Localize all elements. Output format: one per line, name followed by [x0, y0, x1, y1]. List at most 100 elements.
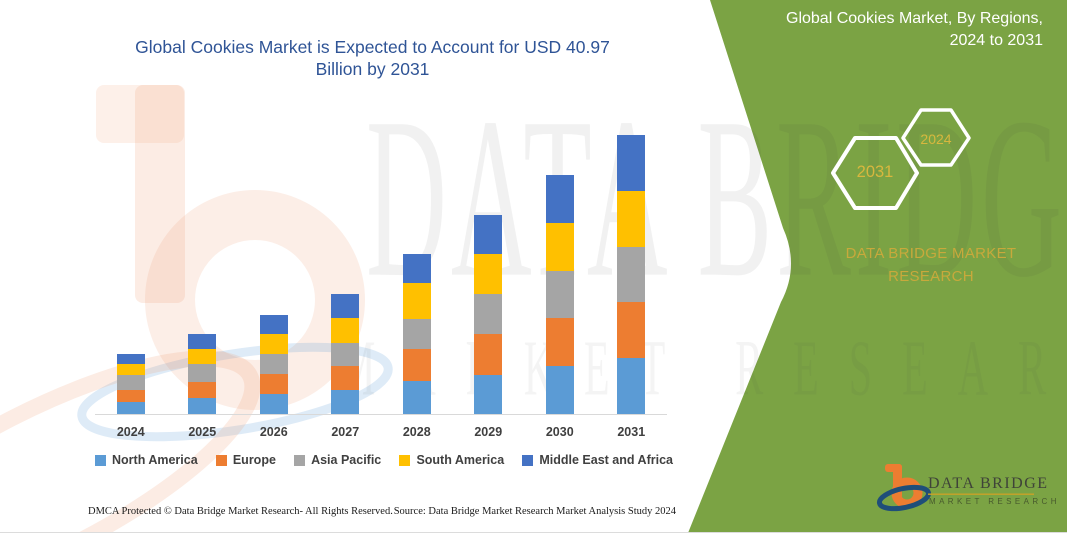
legend-label: North America — [112, 453, 198, 467]
bar-segment-north-america — [331, 390, 360, 414]
bar-segment-south-america — [188, 349, 217, 365]
bar-segment-north-america — [617, 358, 646, 414]
legend-swatch-icon — [522, 454, 534, 466]
brand-caption: DATA BRIDGE MARKET RESEARCH — [818, 242, 1044, 288]
bar-segment-middle-east-and-africa — [188, 334, 217, 350]
brand-caption-line1: DATA BRIDGE MARKET — [845, 245, 1017, 262]
bar-segment-north-america — [116, 401, 145, 414]
bar-segment-middle-east-and-africa — [259, 314, 288, 334]
legend-label: Asia Pacific — [311, 453, 382, 467]
bar-segment-europe — [188, 382, 217, 399]
legend-label: Europe — [232, 453, 276, 467]
bar-segment-middle-east-and-africa — [402, 254, 431, 284]
bar-segment-middle-east-and-africa — [331, 293, 360, 318]
bar-segment-north-america — [402, 381, 431, 414]
logo-swoosh — [876, 484, 932, 512]
bar-2026 — [259, 314, 288, 414]
bar-segment-middle-east-and-africa — [545, 174, 574, 223]
legend-swatch-icon — [95, 454, 106, 466]
x-axis-label-2028: 2028 — [402, 425, 431, 439]
bar-segment-north-america — [259, 394, 288, 414]
bar-segment-europe — [116, 389, 145, 402]
legend-item-asia-pacific: Asia Pacific — [294, 453, 381, 467]
bar-segment-asia-pacific — [259, 353, 288, 374]
bar-segment-north-america — [545, 366, 574, 414]
bar-segment-asia-pacific — [474, 293, 503, 334]
chart-title-line1: Global Cookies Market is Expected to Acc… — [135, 37, 610, 57]
footer: DMCA Protected © Data Bridge Market Rese… — [88, 506, 676, 517]
x-axis-label-2026: 2026 — [259, 425, 288, 439]
bar-segment-south-america — [545, 222, 574, 271]
company-logo: DATA BRIDGE MARKET RESEARCH — [876, 464, 1060, 512]
bar-segment-middle-east-and-africa — [474, 214, 503, 255]
bar-segment-europe — [331, 365, 360, 391]
plot-area — [95, 120, 667, 414]
x-axis-label-2024: 2024 — [116, 425, 145, 439]
bar-segment-asia-pacific — [188, 364, 217, 383]
bar-segment-south-america — [259, 333, 288, 354]
panel-heading-line2: 2024 to 2031 — [949, 32, 1043, 49]
bar-2024 — [116, 353, 145, 414]
bar-2031 — [617, 135, 646, 414]
panel-heading: Global Cookies Market, By Regions, 2024 … — [723, 8, 1043, 52]
legend-label: South America — [416, 453, 505, 467]
bar-segment-north-america — [474, 374, 503, 414]
footer-source-text: Source: Data Bridge Market Research Mark… — [393, 506, 676, 517]
bar-segment-asia-pacific — [402, 318, 431, 350]
bar-segment-north-america — [188, 398, 217, 414]
bar-segment-asia-pacific — [116, 374, 145, 390]
bar-segment-south-america — [474, 254, 503, 294]
chart-legend: North America Europe Asia Pacific South Ame… — [95, 453, 673, 467]
bar-2027 — [331, 293, 360, 414]
bar-2029 — [474, 214, 503, 414]
chart-title: Global Cookies Market is Expected to Acc… — [90, 36, 655, 80]
brand-caption-line2: RESEARCH — [888, 268, 974, 285]
logo-b-bowl — [891, 477, 923, 509]
bar-segment-middle-east-and-africa — [617, 135, 646, 191]
x-axis-label-2029: 2029 — [474, 425, 503, 439]
legend-item-middle-east-and-africa: Middle East and Africa — [522, 453, 673, 467]
legend-swatch-icon — [215, 454, 227, 466]
bar-segment-europe — [259, 373, 288, 395]
x-axis-label-2030: 2030 — [545, 425, 574, 439]
x-axis-line — [95, 414, 667, 415]
bar-segment-europe — [474, 333, 503, 375]
legend-label: Middle East and Africa — [539, 453, 673, 467]
legend-swatch-icon — [399, 454, 411, 466]
logo-gold-rule — [928, 493, 1034, 495]
bar-2025 — [188, 334, 217, 414]
panel-heading-line1: Global Cookies Market, By Regions, — [786, 10, 1043, 27]
bar-2028 — [402, 254, 431, 414]
legend-swatch-icon — [294, 454, 306, 466]
bar-segment-south-america — [402, 283, 431, 319]
hexagon-2031-outline — [831, 136, 919, 210]
logo-title-text: DATA BRIDGE — [928, 475, 1049, 492]
hexagon-2031-label: 2031 — [856, 163, 894, 181]
bar-segment-asia-pacific — [617, 246, 646, 303]
bar-segment-asia-pacific — [331, 343, 360, 366]
bar-segment-asia-pacific — [545, 270, 574, 319]
hexagon-2024-outline — [901, 108, 971, 167]
legend-item-south-america: South America — [399, 453, 504, 467]
x-axis-label-2025: 2025 — [188, 425, 217, 439]
legend-item-north-america: North America — [95, 453, 198, 467]
legend-item-europe: Europe — [215, 453, 276, 467]
chart-title-line2: Billion by 2031 — [315, 59, 430, 79]
bar-2030 — [545, 174, 574, 414]
logo-subtitle-text: MARKET RESEARCH — [929, 497, 1060, 506]
bar-segment-europe — [617, 302, 646, 359]
bar-segment-europe — [402, 349, 431, 382]
x-axis-label-2027: 2027 — [331, 425, 360, 439]
bar-segment-south-america — [116, 364, 145, 375]
bar-segment-south-america — [331, 317, 360, 344]
logo-b-hook — [885, 464, 902, 472]
bar-segment-europe — [545, 318, 574, 367]
bar-segment-middle-east-and-africa — [116, 353, 145, 365]
x-axis-labels: 2024 2025 2026 2027 2028 2029 2030 2031 — [95, 425, 667, 439]
x-axis-label-2031: 2031 — [617, 425, 646, 439]
footer-dmca-text: DMCA Protected © Data Bridge Market Rese… — [88, 506, 393, 517]
hexagon-2024-label: 2024 — [920, 131, 952, 147]
